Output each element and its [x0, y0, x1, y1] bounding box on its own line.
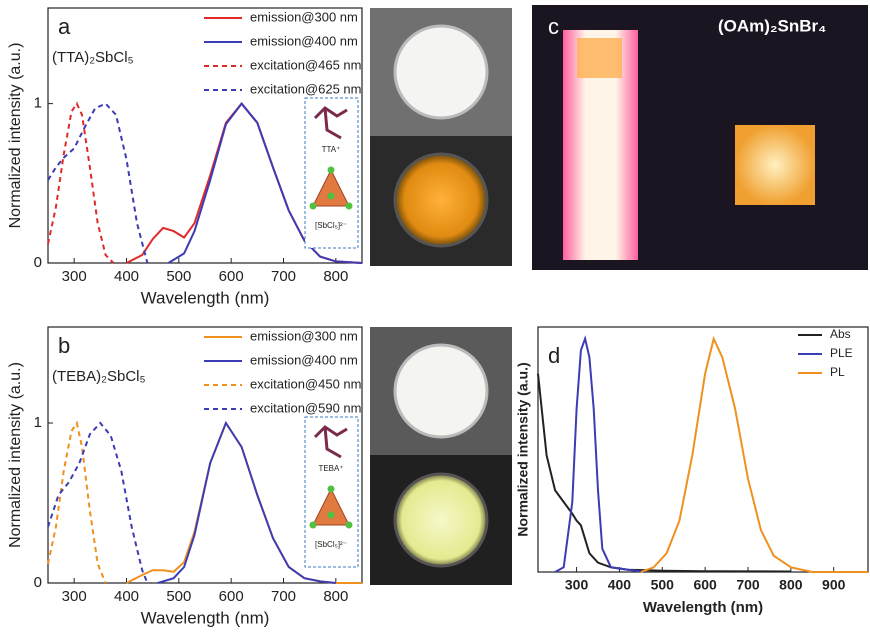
panel-label: c [548, 14, 559, 39]
x-tick-label: 700 [736, 577, 760, 593]
inset-label: TTA⁺ [322, 145, 341, 154]
series-line [555, 339, 645, 572]
y-axis-title: Normalized intensity (a.u.) [7, 43, 24, 229]
inset-label: [SbCl₅]²⁻ [315, 221, 347, 230]
x-tick-label: 900 [822, 577, 846, 593]
x-tick-label: 700 [271, 268, 296, 285]
x-axis-title: Wavelength (nm) [643, 599, 763, 616]
compound-label: (TEBA)₂SbCl₅ [52, 368, 146, 385]
y-tick-label: 0 [34, 254, 42, 271]
atom [328, 512, 335, 519]
panel-label: b [58, 333, 70, 358]
legend-label: emission@300 nm [250, 328, 358, 343]
legend-label: excitation@450 nm [250, 376, 361, 391]
y-axis-title: Normalized intensity (a.u.) [515, 362, 531, 536]
x-tick-label: 500 [651, 577, 675, 593]
figure: c (OAm)₂SnBr₄ 300 400 500 600 700 800 0 1 Wavele… [0, 0, 870, 633]
x-tick-label: 400 [114, 268, 139, 285]
x-tick-label: 300 [565, 577, 589, 593]
atom [310, 522, 317, 529]
x-tick-label: 300 [62, 588, 87, 605]
panel-label: d [548, 343, 560, 368]
y-tick-label: 1 [34, 414, 42, 431]
x-tick-label: 600 [219, 588, 244, 605]
atom [310, 203, 317, 210]
x-tick-label: 600 [219, 268, 244, 285]
x-tick-label: 700 [271, 588, 296, 605]
atom [328, 193, 335, 200]
series-line [48, 423, 106, 583]
y-tick-label: 0 [34, 574, 42, 591]
panel-label: a [58, 14, 71, 39]
legend-label: emission@400 nm [250, 352, 358, 367]
x-tick-label: 400 [114, 588, 139, 605]
compound-label: (TTA)₂SbCl₅ [52, 49, 134, 66]
atom [346, 203, 353, 210]
legend-label: emission@300 nm [250, 9, 358, 24]
x-axis-title: Wavelength (nm) [141, 608, 270, 627]
plot-frame [538, 327, 868, 572]
x-tick-label: 800 [323, 268, 348, 285]
legend-label: excitation@465 nm [250, 57, 361, 72]
legend-label: excitation@625 nm [250, 81, 361, 96]
legend-label: PL [830, 365, 845, 379]
atom [346, 522, 353, 529]
photo-title: (OAm)₂SnBr₄ [718, 16, 826, 35]
legend-label: PLE [830, 346, 853, 360]
y-axis-title: Normalized intensity (a.u.) [7, 362, 24, 548]
x-tick-label: 500 [166, 588, 191, 605]
series-line [538, 374, 791, 572]
legend-label: emission@400 nm [250, 33, 358, 48]
x-tick-label: 400 [608, 577, 632, 593]
x-tick-label: 800 [323, 588, 348, 605]
x-tick-label: 300 [62, 268, 87, 285]
inset-label: TEBA⁺ [318, 464, 343, 473]
series-line [48, 104, 147, 263]
x-tick-label: 500 [166, 268, 191, 285]
y-tick-label: 1 [34, 95, 42, 112]
legend-label: excitation@590 nm [250, 400, 361, 415]
atom [328, 486, 335, 493]
atom [328, 167, 335, 174]
legend-label: Abs [830, 327, 851, 341]
photos [370, 5, 868, 585]
series-line [48, 104, 113, 263]
x-tick-label: 800 [779, 577, 803, 593]
x-tick-label: 600 [693, 577, 717, 593]
inset-label: [SbCl₅]²⁻ [315, 540, 347, 549]
x-axis-title: Wavelength (nm) [141, 288, 270, 307]
